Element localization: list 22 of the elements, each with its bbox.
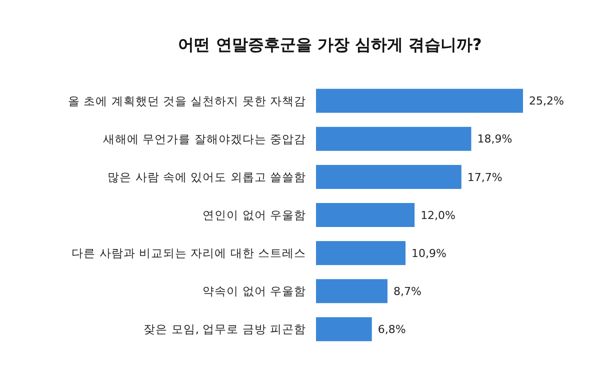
data-label: 6,8% [378, 323, 406, 336]
y-tick-label: 새해에 무언가를 잘해야겠다는 중압감 [103, 132, 306, 146]
bar [316, 203, 415, 227]
data-label: 12,0% [420, 208, 456, 222]
bar [316, 88, 523, 113]
bar [316, 126, 472, 151]
y-tick-label: 연인이 없어 우울함 [202, 208, 306, 222]
y-tick-label: 많은 사람 속에 있어도 외롭고 쓸쓸함 [108, 170, 306, 184]
data-label: 25,2% [529, 94, 564, 108]
y-tick-label: 잦은 모임, 업무로 금방 피곤함 [144, 322, 306, 336]
y-tick-label: 약속이 없어 우울함 [202, 284, 306, 298]
bar [316, 241, 406, 266]
data-label: 17,7% [467, 170, 502, 184]
bar [316, 279, 388, 304]
chart-title: 어떤 연말증후군을 가장 심하게 겪습니까? [178, 35, 482, 54]
data-label: 18,9% [477, 132, 512, 146]
data-label: 10,9% [412, 246, 446, 260]
y-tick-label: 다른 사람과 비교되는 자리에 대한 스트레스 [72, 246, 306, 260]
bar [316, 164, 462, 189]
data-label: 8,7% [393, 284, 422, 298]
y-tick-label: 올 초에 계획했던 것을 실천하지 못한 자책감 [68, 94, 306, 108]
bar [316, 317, 372, 342]
